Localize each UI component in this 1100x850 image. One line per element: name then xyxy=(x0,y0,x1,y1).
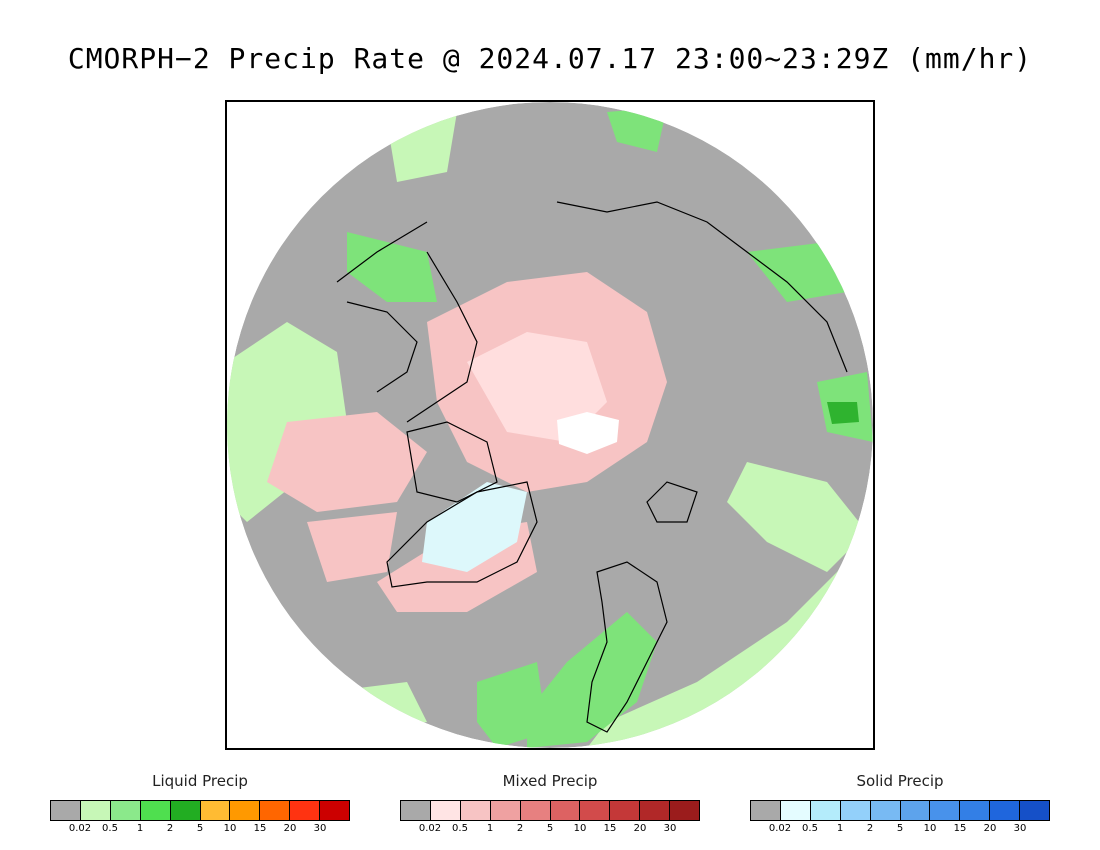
legend-swatch xyxy=(840,801,871,820)
legend-tick-label: 20 xyxy=(283,823,297,834)
legend-tick-label: 5 xyxy=(196,823,204,834)
legend-swatch xyxy=(51,801,81,820)
legend-swatch xyxy=(780,801,811,820)
legend-tick-label: 0.02 xyxy=(418,823,442,834)
legend-tick-label: 2 xyxy=(516,823,524,834)
legend-tick-label: 0.5 xyxy=(802,823,818,834)
polar-precip-map xyxy=(227,102,873,748)
liquid-precip-area xyxy=(727,462,867,572)
liquid-precip-area xyxy=(347,232,437,302)
mixed-precip-area xyxy=(467,332,607,442)
coastlines xyxy=(336,201,848,733)
legend-tick-label: 1 xyxy=(136,823,144,834)
legend-tick-label: 0.5 xyxy=(102,823,118,834)
legend-ticks: 0.02 0.5 1 2 5 10 15 20 30 xyxy=(750,821,1050,835)
legend-swatch xyxy=(290,801,321,820)
legend-tick-label: 15 xyxy=(253,823,267,834)
legend-swatch xyxy=(810,801,841,820)
legend-swatch xyxy=(260,801,291,820)
legend-title: Liquid Precip xyxy=(152,772,248,790)
liquid-precip-area xyxy=(747,242,847,302)
legend-swatch xyxy=(490,801,521,820)
legend-tick-label: 30 xyxy=(663,823,677,834)
legend-tick-label: 20 xyxy=(633,823,647,834)
legend-swatches xyxy=(750,800,1050,821)
legend-liquid: Liquid Precip 0.02 0.5 1 2 5 10 15 20 30 xyxy=(50,772,350,835)
legend-swatch xyxy=(200,801,231,820)
legend-tick-label: 20 xyxy=(983,823,997,834)
mixed-precip-area xyxy=(267,412,427,512)
liquid-precip-area xyxy=(387,112,457,182)
liquid-precip-area xyxy=(527,612,657,748)
legend-swatch xyxy=(520,801,551,820)
legend-ticks: 0.02 0.5 1 2 5 10 15 20 30 xyxy=(400,821,700,835)
legend-swatch xyxy=(430,801,461,820)
legend-swatch xyxy=(610,801,641,820)
legend-tick-label: 15 xyxy=(953,823,967,834)
legend-mixed: Mixed Precip 0.02 0.5 1 2 5 10 15 20 30 xyxy=(400,772,700,835)
legend-swatch xyxy=(80,801,111,820)
legend-swatch xyxy=(640,801,671,820)
legend-swatch xyxy=(960,801,991,820)
map-disc xyxy=(227,102,873,748)
solid-precip-area xyxy=(422,482,527,572)
legend-tick-label: 0.02 xyxy=(768,823,792,834)
page-title: CMORPH−2 Precip Rate @ 2024.07.17 23:00~… xyxy=(67,42,1033,75)
legend-tick-label: 5 xyxy=(546,823,554,834)
legend-tick-label: 10 xyxy=(573,823,587,834)
legend-solid: Solid Precip 0.02 0.5 1 2 5 10 15 20 30 xyxy=(750,772,1050,835)
liquid-precip-area xyxy=(827,402,859,424)
legend-swatches xyxy=(50,800,350,821)
legend-swatch xyxy=(751,801,781,820)
legend-swatch xyxy=(580,801,611,820)
legend-tick-label: 15 xyxy=(603,823,617,834)
legend-tick-label: 0.02 xyxy=(68,823,92,834)
legend-swatch xyxy=(990,801,1021,820)
legend-tick-label: 5 xyxy=(896,823,904,834)
legend-title: Solid Precip xyxy=(856,772,944,790)
map-frame xyxy=(225,100,875,750)
legend-swatch xyxy=(110,801,141,820)
legend-tick-label: 1 xyxy=(486,823,494,834)
legend-title: Mixed Precip xyxy=(502,772,598,790)
legend-tick-label: 10 xyxy=(223,823,237,834)
legend-tick-label: 1 xyxy=(836,823,844,834)
legend-tick-label: 10 xyxy=(923,823,937,834)
legend-swatch xyxy=(460,801,491,820)
legend-swatch xyxy=(140,801,171,820)
legend-swatch xyxy=(1020,801,1050,820)
legend-tick-label: 30 xyxy=(313,823,327,834)
legend-swatch xyxy=(320,801,350,820)
legend-tick-label: 2 xyxy=(166,823,174,834)
legend-tick-label: 30 xyxy=(1013,823,1027,834)
legend-swatch xyxy=(170,801,201,820)
mixed-precip-area xyxy=(307,512,397,582)
legend-tick-label: 0.5 xyxy=(452,823,468,834)
legend-swatch xyxy=(870,801,901,820)
liquid-precip-area xyxy=(477,662,547,748)
legend-swatch xyxy=(550,801,581,820)
legend-ticks: 0.02 0.5 1 2 5 10 15 20 30 xyxy=(50,821,350,835)
legend-tick-label: 2 xyxy=(866,823,874,834)
pole-no-data xyxy=(557,412,619,454)
legend-swatch xyxy=(930,801,961,820)
legend-swatches xyxy=(400,800,700,821)
legend-swatch xyxy=(230,801,261,820)
legend-swatch xyxy=(670,801,700,820)
legend-swatch xyxy=(900,801,931,820)
legend-swatch xyxy=(401,801,431,820)
